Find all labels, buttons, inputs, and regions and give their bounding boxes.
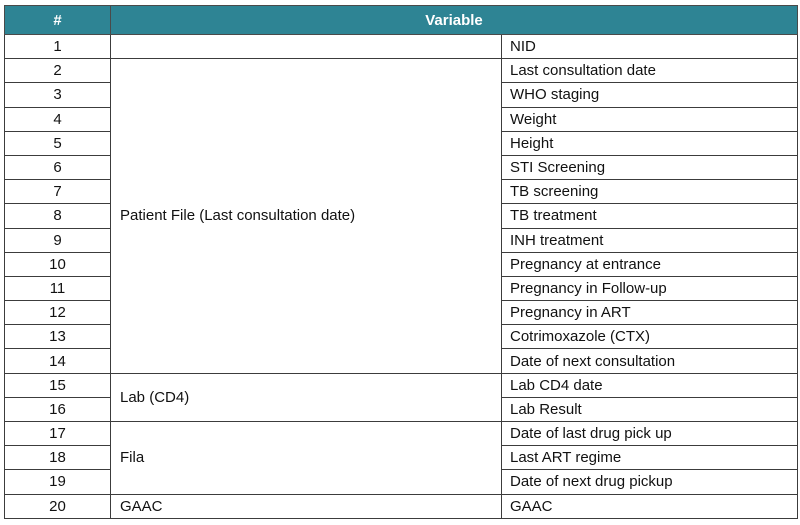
- row-number: 2: [4, 58, 111, 84]
- table-row: 9 INH treatment: [4, 227, 799, 253]
- table-row: 20 GAAC GAAC: [4, 493, 799, 519]
- table-row: 8 TB treatment: [4, 203, 799, 229]
- table-row: 2 Patient File (Last consultation date) …: [4, 58, 799, 374]
- variable-cell: STI Screening: [500, 154, 799, 181]
- row-number: 17: [4, 420, 111, 447]
- variable-cell: Weight: [500, 106, 799, 132]
- header-variable: Variable: [109, 5, 799, 35]
- variable-table-container: # Variable 1 NID 2 Patient File (Last co…: [4, 5, 799, 519]
- row-number: 13: [4, 324, 111, 350]
- table-row: 13 Cotrimoxazole (CTX): [4, 324, 799, 350]
- row-number: 11: [4, 275, 111, 302]
- variable-cell: TB treatment: [500, 203, 799, 229]
- table-row: 10 Pregnancy at entrance: [4, 251, 799, 277]
- table-row: 15 Lab (CD4) Lab CD4 date: [4, 372, 799, 423]
- row-number: 16: [4, 396, 111, 423]
- row-number: 10: [4, 251, 111, 277]
- row-number: 14: [4, 348, 111, 374]
- group-cell-lab: Lab (CD4): [110, 372, 502, 423]
- row-number: 9: [4, 227, 111, 253]
- variable-cell: Date of next drug pickup: [500, 469, 799, 495]
- variable-cell: Date of last drug pick up: [500, 420, 799, 447]
- row-number: 19: [4, 469, 111, 495]
- variable-cell: Pregnancy in Follow-up: [500, 275, 799, 302]
- row-number: 8: [4, 203, 111, 229]
- variable-cell: Cotrimoxazole (CTX): [500, 324, 799, 350]
- variable-cell: Pregnancy at entrance: [500, 251, 799, 277]
- variable-cell: Date of next consultation: [500, 348, 799, 374]
- variable-cell: Last ART regime: [500, 445, 799, 471]
- row-number: 4: [4, 106, 111, 132]
- table-row: 19 Date of next drug pickup: [4, 469, 799, 495]
- row-number: 15: [4, 372, 111, 398]
- group-cell-gaac: GAAC: [110, 493, 502, 519]
- table-header-row: # Variable: [4, 5, 799, 35]
- table-row: 7 TB screening: [4, 179, 799, 205]
- table-row: 17 Fila Date of last drug pick up: [4, 420, 799, 495]
- row-number: 3: [4, 82, 111, 108]
- table-row: 5 Height: [4, 130, 799, 156]
- variable-cell: Lab CD4 date: [500, 372, 799, 398]
- variable-cell: Height: [500, 130, 799, 156]
- variable-cell: Pregnancy in ART: [500, 300, 799, 326]
- variable-cell: TB screening: [500, 179, 799, 205]
- table-row: 4 Weight: [4, 106, 799, 132]
- variable-table: # Variable 1 NID 2 Patient File (Last co…: [4, 5, 799, 519]
- row-number: 5: [4, 130, 111, 156]
- variable-cell: GAAC: [500, 493, 799, 519]
- row-number: 18: [4, 445, 111, 471]
- table-row: 6 STI Screening: [4, 154, 799, 181]
- row-number: 7: [4, 179, 111, 205]
- variable-cell: WHO staging: [500, 82, 799, 108]
- row-number: 20: [4, 493, 111, 519]
- table-row: 1 NID: [4, 33, 799, 60]
- group-cell: [110, 33, 502, 60]
- table-row: 16 Lab Result: [4, 396, 799, 423]
- variable-cell: NID: [500, 33, 799, 60]
- row-number: 12: [4, 300, 111, 326]
- header-num: #: [4, 5, 111, 35]
- group-cell-fila: Fila: [110, 421, 502, 495]
- variable-cell: INH treatment: [500, 227, 799, 253]
- row-number: 1: [4, 33, 111, 60]
- group-cell-patient-file: Patient File (Last consultation date): [110, 58, 502, 374]
- variable-cell: Lab Result: [500, 396, 799, 423]
- table-row: 12 Pregnancy in ART: [4, 300, 799, 326]
- variable-cell: Last consultation date: [500, 58, 799, 84]
- table-row: 18 Last ART regime: [4, 445, 799, 471]
- row-number: 6: [4, 154, 111, 181]
